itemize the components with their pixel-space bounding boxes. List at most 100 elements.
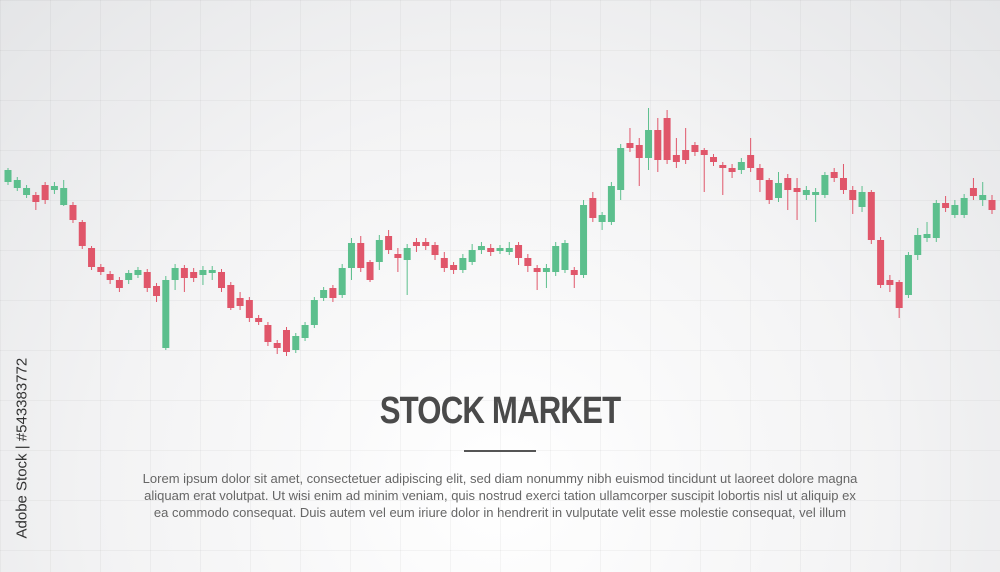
- candle-body: [626, 143, 634, 148]
- candle-body: [496, 248, 504, 251]
- candle-body: [886, 280, 894, 285]
- candle-body: [672, 155, 680, 162]
- candle-body: [4, 170, 12, 182]
- candle-body: [329, 288, 337, 298]
- candle-body: [932, 203, 940, 238]
- candle-body: [282, 330, 290, 352]
- candle-body: [756, 168, 764, 180]
- candle-body: [366, 262, 374, 280]
- title-underline: [464, 450, 536, 452]
- candle-body: [459, 258, 467, 270]
- candle-body: [700, 150, 708, 155]
- candle-body: [450, 265, 458, 270]
- candle-body: [385, 236, 393, 250]
- candle-body: [895, 282, 903, 308]
- candle-body: [403, 248, 411, 260]
- candle-body: [171, 268, 179, 280]
- candle-body: [728, 168, 736, 172]
- candle-body: [301, 325, 309, 338]
- candle-body: [375, 240, 383, 262]
- candle-body: [199, 270, 207, 275]
- candle-body: [654, 130, 662, 160]
- candle-body: [41, 185, 49, 200]
- candle-body: [710, 157, 718, 162]
- candle-body: [440, 258, 448, 268]
- candle-body: [765, 180, 773, 200]
- candle-body: [802, 190, 810, 195]
- candle-body: [598, 215, 606, 222]
- candle-body: [617, 148, 625, 190]
- candle-body: [412, 242, 420, 246]
- candle-body: [50, 186, 58, 190]
- candle-body: [347, 243, 355, 268]
- candle-body: [737, 162, 745, 170]
- candle-body: [951, 205, 959, 215]
- candle-body: [747, 155, 755, 168]
- candle-body: [607, 186, 615, 222]
- candle-body: [69, 205, 77, 220]
- candle-body: [97, 267, 105, 272]
- side-text: Adobe Stock | #543383772: [13, 357, 31, 539]
- candle-body: [645, 130, 653, 158]
- candle-body: [320, 290, 328, 298]
- candle-body: [153, 286, 161, 296]
- candle-body: [515, 245, 523, 258]
- candle-body: [292, 336, 300, 350]
- candle-body: [78, 222, 86, 246]
- candle-body: [143, 272, 151, 288]
- description-line: ea commodo consequat. Duis autem vel eum…: [153, 505, 847, 520]
- description-line: aliquam erat volutpat. Ut wisi enim ad m…: [144, 488, 856, 503]
- candle-body: [542, 268, 550, 272]
- candle-body: [524, 258, 532, 266]
- candle-body: [570, 270, 578, 275]
- candle-body: [162, 280, 170, 348]
- candle-body: [969, 188, 977, 196]
- candle-body: [793, 188, 801, 192]
- candle-body: [691, 145, 699, 152]
- candle-body: [180, 268, 188, 278]
- candle-body: [942, 203, 950, 208]
- candle-body: [487, 248, 495, 252]
- candle-body: [394, 254, 402, 258]
- candle-body: [245, 300, 253, 318]
- chart-title: STOCK MARKET: [379, 390, 621, 432]
- candle-body: [255, 318, 263, 322]
- candle-body: [858, 192, 866, 207]
- candle-body: [988, 200, 996, 210]
- candle-body: [338, 268, 346, 295]
- candle-body: [960, 198, 968, 215]
- candle-body: [477, 246, 485, 250]
- candle-body: [979, 195, 987, 200]
- candle-body: [88, 248, 96, 267]
- description-line: Lorem ipsum dolor sit amet, consectetuer…: [142, 471, 858, 486]
- candle-body: [357, 243, 365, 268]
- candle-body: [719, 165, 727, 168]
- candle-body: [115, 280, 123, 288]
- candle-body: [533, 268, 541, 272]
- candle-body: [422, 242, 430, 246]
- candle-body: [106, 274, 114, 280]
- candle-body: [849, 190, 857, 200]
- candle-body: [839, 178, 847, 190]
- candle-body: [505, 248, 513, 252]
- candle-body: [13, 180, 21, 188]
- candle-body: [635, 145, 643, 158]
- candle-body: [125, 273, 133, 280]
- candle-body: [774, 183, 782, 198]
- candle-body: [663, 118, 671, 160]
- candle-body: [580, 205, 588, 275]
- candle-body: [877, 240, 885, 285]
- candle-body: [904, 255, 912, 295]
- candle-body: [236, 298, 244, 306]
- candle-body: [589, 198, 597, 218]
- candle-body: [682, 150, 690, 160]
- description: Lorem ipsum dolor sit amet, consectetuer…: [0, 470, 1000, 521]
- candle-body: [784, 178, 792, 190]
- candle-body: [23, 188, 31, 195]
- candle-body: [218, 272, 226, 288]
- candle-body: [190, 272, 198, 278]
- candle-body: [914, 235, 922, 255]
- candle-body: [134, 270, 142, 275]
